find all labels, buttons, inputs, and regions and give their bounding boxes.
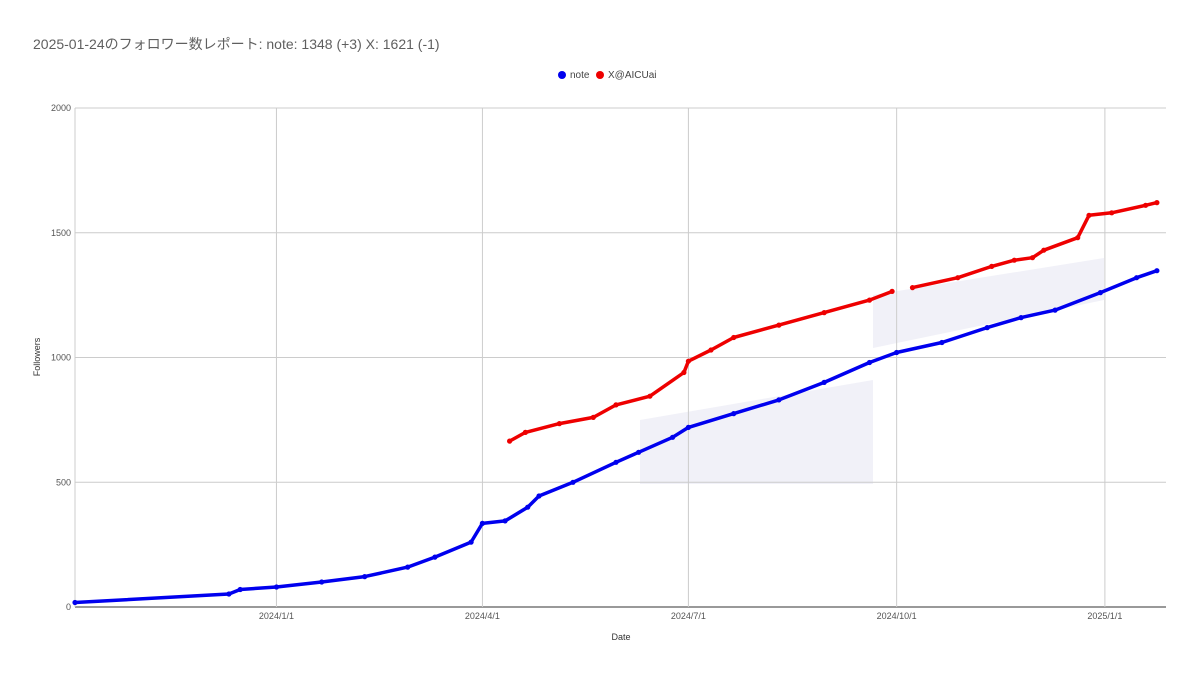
shading-layer — [640, 258, 1104, 484]
data-point — [670, 434, 676, 440]
y-tick-label: 2000 — [51, 103, 71, 113]
series-layer — [72, 200, 1160, 606]
data-point — [685, 358, 692, 364]
series-line — [507, 289, 894, 443]
series-line — [73, 268, 1159, 605]
series-1 — [507, 200, 1160, 444]
data-point — [909, 285, 916, 291]
x-tick-label: 2024/1/1 — [259, 611, 294, 621]
y-tick-label: 1500 — [51, 228, 71, 238]
x-tick-label: 2024/10/1 — [877, 611, 917, 621]
data-point — [613, 459, 619, 465]
data-point — [237, 586, 243, 593]
data-point — [821, 379, 827, 385]
legend-marker — [558, 71, 566, 79]
data-point — [866, 359, 873, 366]
shaded-band — [640, 258, 1104, 484]
data-point — [556, 421, 563, 427]
data-point — [708, 347, 714, 353]
data-point — [319, 579, 325, 585]
data-point — [1018, 315, 1024, 321]
data-point — [955, 275, 961, 281]
legend-marker — [596, 71, 604, 79]
data-point — [72, 599, 78, 606]
data-point — [866, 297, 873, 303]
data-point — [1011, 257, 1017, 263]
data-point — [685, 424, 692, 430]
data-point — [405, 564, 411, 570]
data-point — [1075, 235, 1081, 241]
data-point — [1143, 202, 1149, 208]
data-point — [468, 539, 474, 545]
series-0 — [72, 268, 1160, 606]
x-axis-label: Date — [611, 632, 630, 642]
data-point — [939, 339, 945, 346]
legend-entry[interactable]: X@AICUai — [608, 70, 657, 81]
data-point — [989, 263, 995, 269]
x-tick-label: 2025/1/1 — [1087, 611, 1122, 621]
data-point — [894, 349, 900, 356]
data-point — [525, 504, 531, 510]
legend: note X@AICUai — [558, 70, 657, 81]
data-point — [613, 402, 619, 408]
data-point — [681, 369, 687, 376]
y-axis-label: Followers — [32, 337, 42, 376]
data-point — [507, 438, 513, 444]
legend-entry[interactable]: note — [570, 70, 590, 81]
data-point — [821, 310, 827, 316]
y-tick-label: 0 — [66, 602, 71, 612]
data-point — [570, 479, 576, 485]
grid-layer — [74, 107, 1166, 608]
data-point — [432, 554, 438, 560]
data-point — [984, 325, 990, 331]
data-point — [1097, 290, 1103, 296]
y-tick-label: 1000 — [51, 353, 71, 363]
data-point — [1154, 200, 1160, 206]
data-point — [536, 493, 542, 499]
x-tick-label: 2024/4/1 — [465, 611, 500, 621]
data-point — [362, 574, 368, 580]
y-tick-label: 500 — [56, 477, 71, 487]
chart-title: 2025-01-24のフォロワー数レポート: note: 1348 (+3) X… — [33, 36, 440, 52]
data-point — [776, 322, 782, 328]
data-point — [226, 591, 232, 597]
data-point — [502, 518, 508, 524]
tick-layer: 0 500 1000 1500 2000 2024/1/1 2024/4/1 2024/7/1… — [51, 103, 1122, 621]
data-point — [1109, 210, 1115, 216]
x-tick-label: 2024/7/1 — [671, 611, 706, 621]
data-point — [479, 520, 485, 527]
data-point — [636, 449, 642, 455]
data-point — [522, 429, 529, 435]
data-point — [1086, 212, 1092, 218]
data-point — [776, 397, 782, 403]
data-point — [731, 411, 737, 417]
data-point — [647, 393, 653, 399]
data-point — [1134, 275, 1140, 281]
data-point — [1029, 255, 1036, 261]
data-point — [1041, 247, 1047, 253]
data-point — [1052, 307, 1058, 313]
data-point — [273, 584, 280, 590]
data-point — [1154, 268, 1160, 274]
data-point — [731, 334, 737, 341]
data-point — [889, 288, 895, 294]
data-point — [590, 414, 596, 420]
